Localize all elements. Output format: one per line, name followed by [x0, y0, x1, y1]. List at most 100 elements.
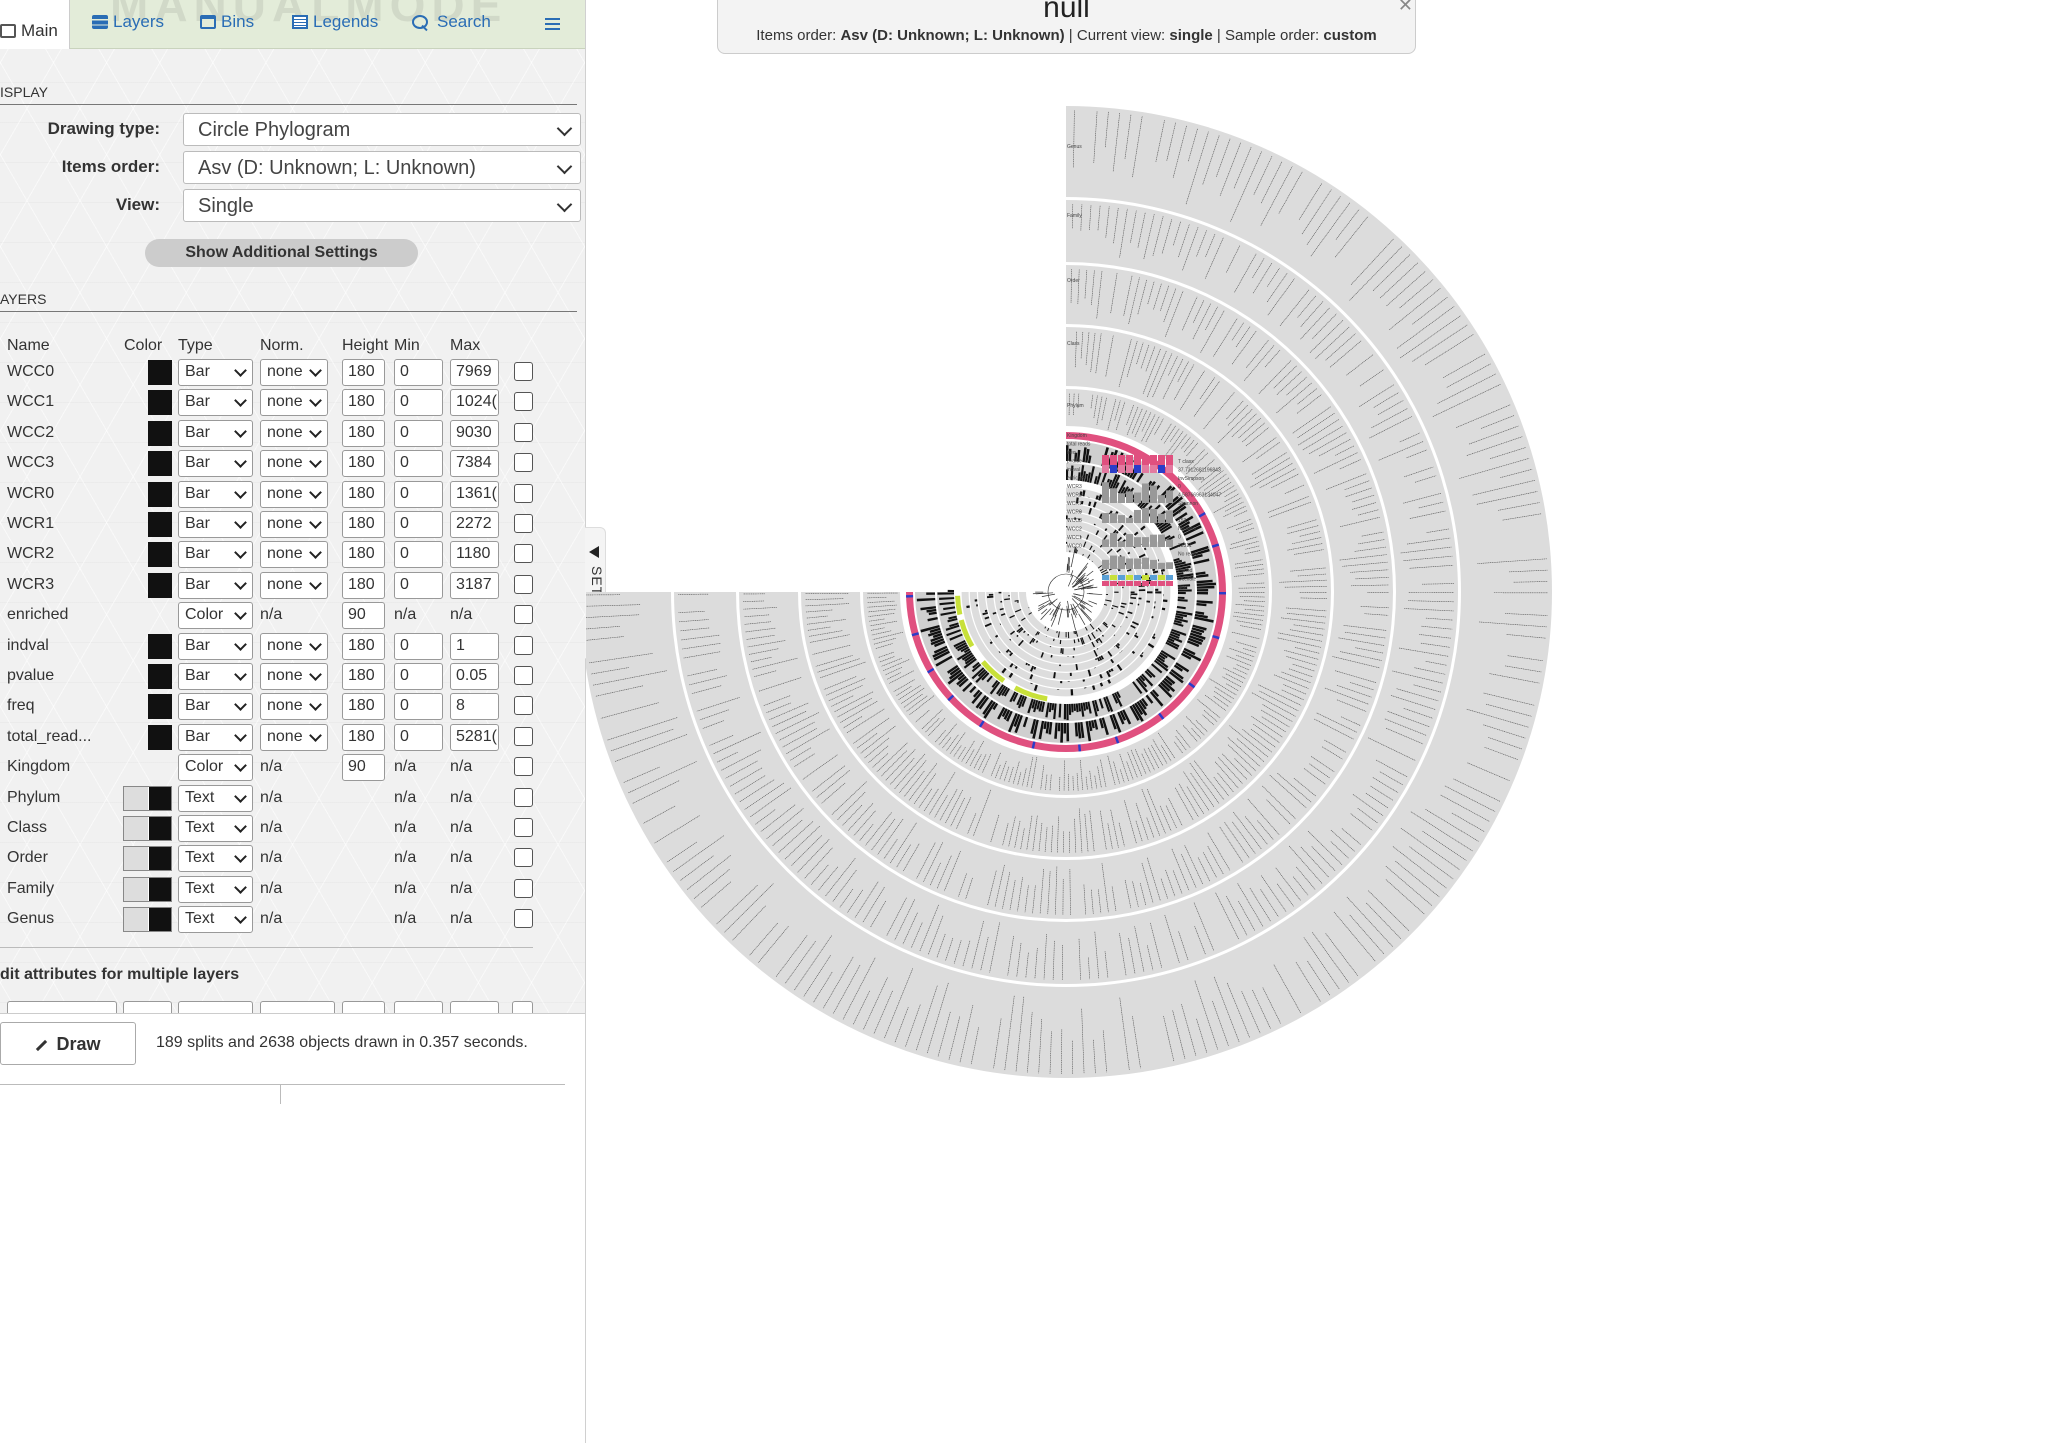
layer-color-swatch[interactable]: [123, 907, 172, 933]
layer-checkbox[interactable]: [514, 666, 533, 685]
layer-color-swatch[interactable]: [148, 664, 172, 689]
layer-type-select[interactable]: Bar: [178, 419, 253, 447]
layer-norm-select[interactable]: none: [260, 663, 328, 690]
items-order-select[interactable]: Asv (D: Unknown; L: Unknown): [183, 151, 581, 184]
layer-type-select[interactable]: Color: [178, 754, 253, 782]
layer-height-input[interactable]: 90: [342, 754, 385, 782]
tab-main[interactable]: Main: [0, 0, 70, 49]
layer-height-input[interactable]: 90: [342, 602, 385, 630]
layer-min-input[interactable]: 0: [394, 419, 443, 447]
layer-norm-select[interactable]: none: [260, 723, 328, 751]
layer-color-swatch[interactable]: [148, 542, 172, 568]
layer-height-input[interactable]: 180: [342, 511, 385, 538]
layer-min-input[interactable]: 0: [394, 541, 443, 569]
layer-min-input[interactable]: 0: [394, 723, 443, 751]
layer-color-swatch[interactable]: [148, 420, 172, 446]
layer-max-input[interactable]: 5281(: [450, 723, 499, 751]
layer-checkbox[interactable]: [514, 514, 533, 533]
layer-color-swatch[interactable]: [148, 694, 172, 720]
layer-checkbox[interactable]: [514, 787, 533, 807]
view-select[interactable]: Single: [183, 189, 581, 222]
layer-height-input[interactable]: 180: [342, 389, 385, 417]
layer-height-input[interactable]: 180: [342, 693, 385, 721]
layer-type-select[interactable]: Text: [178, 875, 253, 903]
layer-min-input[interactable]: 0: [394, 480, 443, 508]
layer-max-input[interactable]: 3187: [450, 571, 499, 599]
layer-checkbox[interactable]: [514, 818, 533, 837]
layer-checkbox[interactable]: [514, 362, 533, 381]
tab-bins[interactable]: Bins: [200, 12, 254, 32]
layer-checkbox[interactable]: [514, 635, 533, 655]
draw-button[interactable]: Draw: [0, 1022, 136, 1065]
layer-height-input[interactable]: 180: [342, 419, 385, 447]
layer-color-swatch[interactable]: [148, 451, 172, 477]
layer-checkbox[interactable]: [514, 574, 533, 594]
layer-max-input[interactable]: 9030: [450, 419, 499, 447]
layer-checkbox[interactable]: [514, 696, 533, 716]
layer-max-input[interactable]: 2272: [450, 511, 499, 538]
tab-layers[interactable]: Layers: [92, 12, 164, 32]
layer-type-select[interactable]: Bar: [178, 693, 253, 721]
layer-type-select[interactable]: Bar: [178, 359, 253, 386]
layer-norm-select[interactable]: none: [260, 359, 328, 386]
layer-height-input[interactable]: 180: [342, 359, 385, 386]
layer-checkbox[interactable]: [514, 757, 533, 777]
close-icon[interactable]: ✕: [1397, 0, 1413, 15]
layer-checkbox[interactable]: [514, 726, 533, 746]
layer-norm-select[interactable]: none: [260, 571, 328, 599]
layer-type-select[interactable]: Bar: [178, 632, 253, 660]
layer-height-input[interactable]: 180: [342, 571, 385, 599]
layer-type-select[interactable]: Bar: [178, 450, 253, 478]
layer-min-input[interactable]: 0: [394, 389, 443, 417]
layer-color-swatch[interactable]: [148, 481, 172, 507]
show-additional-settings-button[interactable]: Show Additional Settings: [145, 239, 418, 267]
layer-max-input[interactable]: 1: [450, 632, 499, 660]
layer-color-swatch[interactable]: [148, 572, 172, 598]
layer-type-select[interactable]: Color: [178, 602, 253, 630]
layer-type-select[interactable]: Text: [178, 845, 253, 873]
layer-norm-select[interactable]: none: [260, 541, 328, 569]
layer-norm-select[interactable]: none: [260, 389, 328, 417]
layer-checkbox[interactable]: [514, 909, 533, 929]
layer-height-input[interactable]: 180: [342, 541, 385, 569]
layer-min-input[interactable]: 0: [394, 693, 443, 721]
layer-color-swatch[interactable]: [148, 724, 172, 750]
layer-min-input[interactable]: 0: [394, 511, 443, 538]
layer-color-swatch[interactable]: [123, 816, 172, 841]
layer-checkbox[interactable]: [514, 544, 533, 564]
menu-icon[interactable]: [545, 18, 560, 31]
layer-min-input[interactable]: 0: [394, 450, 443, 478]
layer-type-select[interactable]: Bar: [178, 389, 253, 417]
layer-max-input[interactable]: 0.05: [450, 663, 499, 690]
layer-type-select[interactable]: Text: [178, 784, 253, 812]
layer-height-input[interactable]: 180: [342, 723, 385, 751]
drawing-type-select[interactable]: Circle Phylogram: [183, 113, 581, 146]
layer-max-input[interactable]: 1180: [450, 541, 499, 569]
layer-type-select[interactable]: Bar: [178, 480, 253, 508]
layer-min-input[interactable]: 0: [394, 632, 443, 660]
circle-phylogram[interactable]: GenusFamilyOrderClassPhylumKingdomtotal …: [586, 100, 1556, 1085]
layer-norm-select[interactable]: none: [260, 450, 328, 478]
layer-norm-select[interactable]: none: [260, 419, 328, 447]
layer-norm-select[interactable]: none: [260, 511, 328, 538]
layer-type-select[interactable]: Bar: [178, 663, 253, 690]
layer-color-swatch[interactable]: [123, 846, 172, 872]
layer-checkbox[interactable]: [514, 483, 533, 503]
layer-checkbox[interactable]: [514, 422, 533, 442]
layer-norm-select[interactable]: none: [260, 693, 328, 721]
layer-color-swatch[interactable]: [148, 633, 172, 659]
layer-type-select[interactable]: Bar: [178, 571, 253, 599]
layer-color-swatch[interactable]: [148, 512, 172, 537]
layer-type-select[interactable]: Text: [178, 815, 253, 842]
layer-color-swatch[interactable]: [123, 785, 172, 811]
layer-checkbox[interactable]: [514, 453, 533, 473]
layer-max-input[interactable]: 1024(: [450, 389, 499, 417]
layer-max-input[interactable]: 1361(: [450, 480, 499, 508]
layer-color-swatch[interactable]: [123, 876, 172, 902]
layer-max-input[interactable]: 8: [450, 693, 499, 721]
layer-type-select[interactable]: Bar: [178, 541, 253, 569]
layer-checkbox[interactable]: [514, 392, 533, 412]
tab-legends[interactable]: Legends: [292, 12, 378, 32]
layer-color-swatch[interactable]: [148, 390, 172, 416]
layer-checkbox[interactable]: [514, 605, 533, 625]
